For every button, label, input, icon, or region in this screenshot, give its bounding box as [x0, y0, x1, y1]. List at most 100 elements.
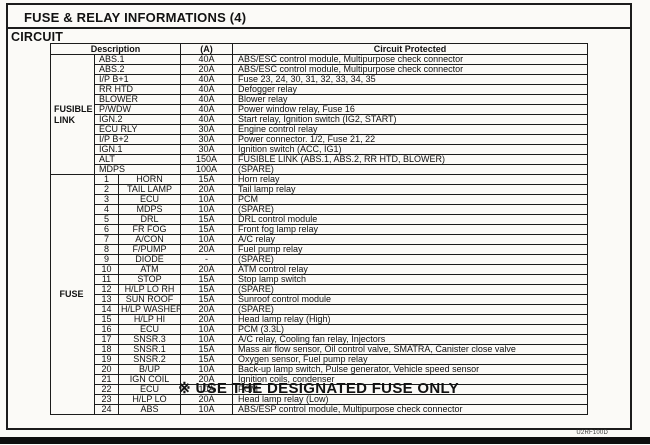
circuit-cell: PCM (3.3L) [232, 324, 588, 335]
amp-cell: 10A [180, 324, 233, 335]
circuit-cell: Blower relay [232, 94, 588, 105]
fuse-name-cell: DRL [118, 214, 181, 225]
fusible-link-row: ABS.2 20A ABS/ESC control module, Multipur… [51, 64, 588, 75]
fuse-row: 7 A/CON 10A A/C relay [51, 234, 588, 245]
circuit-cell: FUSIBLE LINK (ABS.1, ABS.2, RR HTD, BLOW… [232, 154, 588, 165]
fuse-row: 11 STOP 15A Stop lamp switch [51, 274, 588, 285]
fuse-name-cell: STOP [118, 274, 181, 285]
fuse-name-cell: TAIL LAMP [118, 184, 181, 195]
amp-cell: 150A [180, 154, 233, 165]
circuit-cell: ATM control relay [232, 264, 588, 275]
fuse-number-cell: 19 [94, 354, 119, 365]
amp-cell: 20A [180, 184, 233, 195]
fuse-section: FUSE 1 HORN 15A Horn relay 2 TAIL LAMP 20A Tail … [50, 174, 588, 415]
fusible-link-name-cell: IGN.1 [94, 144, 181, 155]
fuse-row: 4 MDPS 10A (SPARE) [51, 204, 588, 215]
fuse-row: 2 TAIL LAMP 20A Tail lamp relay [51, 184, 588, 195]
fuse-row: FUSE 1 HORN 15A Horn relay [50, 174, 588, 415]
circuit-cell: Front fog lamp relay [232, 224, 588, 235]
fusible-link-section: FUSIBLE LINK ABS.1 40A ABS/ESC control modu… [50, 54, 588, 175]
fusible-link-group-label: FUSIBLE LINK [50, 54, 95, 175]
amp-cell: 30A [180, 134, 233, 145]
fuse-row: 21 IGN COIL 20A Ignition coils, condenser [51, 374, 588, 385]
fuse-name-cell: A/CON [118, 234, 181, 245]
fuse-number-cell: 24 [94, 404, 119, 415]
col-header-circuit: Circuit Protected [232, 43, 588, 55]
page-title-text: FUSE & RELAY INFORMATIONS (4) [24, 10, 247, 25]
fusible-link-row: FUSIBLE LINK ABS.1 40A ABS/ESC control modu… [50, 54, 588, 175]
amp-cell: 15A [180, 284, 233, 295]
fuse-row: 8 F/PUMP 20A Fuel pump relay [51, 244, 588, 255]
amp-cell: 40A [180, 114, 233, 125]
fuse-row: 24 ABS 10A ABS/ESP control module, Multipur… [51, 404, 588, 415]
circuit-cell: Mass air flow sensor, Oil control valve,… [232, 344, 588, 355]
amp-cell: 15A [180, 274, 233, 285]
fuse-number-cell: 5 [94, 214, 119, 225]
circuit-cell: (SPARE) [232, 254, 588, 265]
fuse-row: 6 FR FOG 15A Front fog lamp relay [51, 224, 588, 235]
amp-cell: 10A [180, 404, 233, 415]
fuse-number-cell: 6 [94, 224, 119, 235]
fusible-link-name-cell: RR HTD [94, 84, 181, 95]
fuse-name-cell: F/PUMP [118, 244, 181, 255]
fuse-name-cell: H/LP LO RH [118, 284, 181, 295]
circuit-cell: DRL control module [232, 214, 588, 225]
amp-cell: 20A [180, 314, 233, 325]
amp-cell: 10A [180, 194, 233, 205]
amp-cell: 15A [180, 354, 233, 365]
fusible-link-name-cell: ECU RLY [94, 124, 181, 135]
fuse-row: 5 DRL 15A DRL control module [51, 214, 588, 225]
fuse-number-cell: 20 [94, 364, 119, 375]
fusible-link-row: IGN.2 40A Start relay, Ignition switch (IG… [51, 114, 588, 125]
fuse-row: 12 H/LP LO RH 15A (SPARE) [51, 284, 588, 295]
amp-cell: 10A [180, 204, 233, 215]
fuse-name-cell: SUN ROOF [118, 294, 181, 305]
fuse-name-cell: H/LP WASHER [118, 304, 181, 315]
circuit-cell: Back-up lamp switch, Pulse generator, Ve… [232, 364, 588, 375]
fusible-link-name-cell: MDPS [94, 164, 181, 175]
amp-cell: 15A [180, 344, 233, 355]
col-header-amp: (A) [180, 43, 233, 55]
fuse-name-cell: ECU [118, 194, 181, 205]
bottom-bar [0, 437, 650, 444]
fusible-link-row: I/P B+2 30A Power connector. 1/2, Fuse 21,… [51, 134, 588, 145]
circuit-cell: Power window relay, Fuse 16 [232, 104, 588, 115]
fuse-row: 13 SUN ROOF 15A Sunroof control module [51, 294, 588, 305]
fuse-name-cell: H/LP HI [118, 314, 181, 325]
fusible-link-row: RR HTD 40A Defogger relay [51, 84, 588, 95]
fuse-name-cell: SNSR.1 [118, 344, 181, 355]
fuse-number-cell: 14 [94, 304, 119, 315]
circuit-cell: A/C relay, Cooling fan relay, Injectors [232, 334, 588, 345]
fuse-row: 14 H/LP WASHER 20A (SPARE) [51, 304, 588, 315]
fuse-number-cell: 17 [94, 334, 119, 345]
fuse-name-cell: DIODE [118, 254, 181, 265]
amp-cell: 15A [180, 214, 233, 225]
circuit-cell: ABS/ESP control module, Multipurpose che… [232, 404, 588, 415]
fuse-relay-table: Description (A) Circuit Protected FUSIBL… [50, 43, 588, 415]
amp-cell: 40A [180, 74, 233, 85]
fusible-link-row: ALT 150A FUSIBLE LINK (ABS.1, ABS.2, RR HT… [51, 154, 588, 165]
fusible-link-row: I/P B+1 40A Fuse 23, 24, 30, 31, 32, 33, 3… [51, 74, 588, 85]
circuit-cell: Engine control relay [232, 124, 588, 135]
circuit-cell: ABS/ESC control module, Multipurpose che… [232, 64, 588, 75]
amp-cell: 20A [180, 264, 233, 275]
circuit-cell: Sunroof control module [232, 294, 588, 305]
fuse-number-cell: 2 [94, 184, 119, 195]
page-title: FUSE & RELAY INFORMATIONS (4) [8, 5, 630, 29]
circuit-cell: Tail lamp relay [232, 184, 588, 195]
fuse-number-cell: 12 [94, 284, 119, 295]
fuse-row: 18 SNSR.1 15A Mass air flow sensor, Oil con… [51, 344, 588, 355]
circuit-cell: Fuel pump relay [232, 244, 588, 255]
circuit-cell: Horn relay [232, 174, 588, 185]
fuse-name-cell: MDPS [118, 204, 181, 215]
amp-cell: 20A [180, 304, 233, 315]
fuse-name-cell: FR FOG [118, 224, 181, 235]
fuse-name-cell: ABS [118, 404, 181, 415]
fuse-number-cell: 10 [94, 264, 119, 275]
fusible-link-name-cell: ALT [94, 154, 181, 165]
fuse-name-cell: SNSR.2 [118, 354, 181, 365]
circuit-cell: (SPARE) [232, 204, 588, 215]
fuse-name-cell: B/UP [118, 364, 181, 375]
fusible-link-row: ECU RLY 30A Engine control relay [51, 124, 588, 135]
